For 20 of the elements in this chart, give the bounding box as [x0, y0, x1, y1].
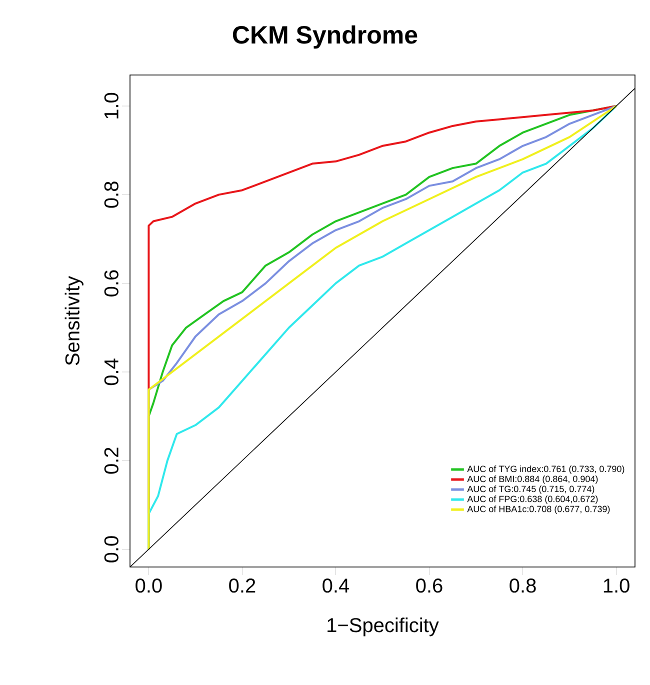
- y-tick-label: 0.6: [104, 270, 118, 296]
- chart-title: CKM Syndrome: [232, 25, 418, 49]
- x-axis-title: 1−Specificity: [328, 618, 439, 636]
- x-tick-label: 0.4: [322, 578, 350, 593]
- x-tick-label: 0.6: [416, 578, 442, 593]
- x-tick-label: 0.2: [229, 578, 256, 593]
- legend-label: AUC of BMI:0.884 (0.864, 0.904): [467, 476, 598, 484]
- y-tick-label: 1.0: [104, 92, 118, 118]
- y-tick-label: 0.4: [104, 358, 118, 386]
- legend-label: AUC of TYG index:0.761 (0.733, 0.790): [467, 465, 624, 474]
- y-tick-label: 0.0: [104, 536, 118, 562]
- legend-label: AUC of FPG:0.638 (0.604,0.672): [467, 496, 598, 504]
- y-axis-title: Sensitivity: [64, 276, 84, 366]
- x-tick-label: 0.0: [136, 578, 162, 593]
- y-tick-label: 0.2: [104, 448, 118, 474]
- y-tick-label: 0.8: [104, 182, 118, 208]
- x-tick-label: 1.0: [604, 578, 630, 593]
- x-tick-label: 0.8: [510, 578, 536, 593]
- legend-label: AUC of HBA1c:0.708 (0.677, 0.739): [467, 506, 610, 514]
- legend-label: AUC of TG:0.745 (0.715, 0.774): [467, 486, 594, 494]
